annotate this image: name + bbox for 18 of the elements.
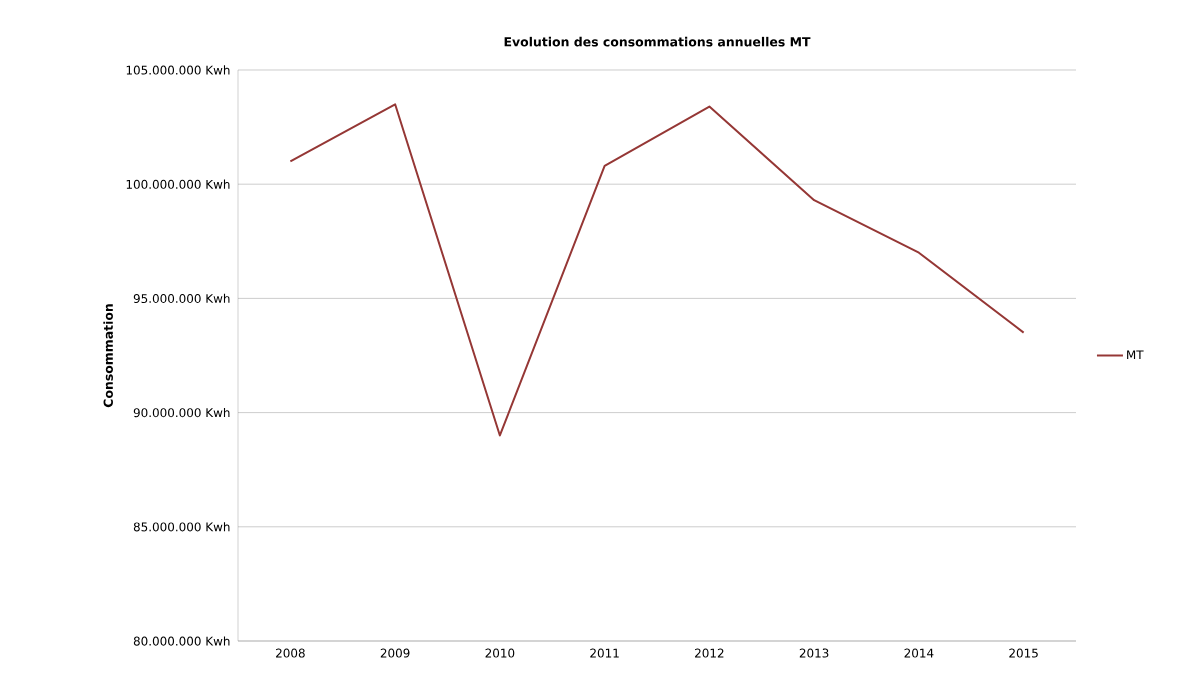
y-tick-label: 85.000.000 Kwh — [133, 522, 230, 532]
line-series — [289, 103, 1025, 437]
x-tick-label: 2009 — [380, 648, 410, 658]
x-tick-label: 2008 — [276, 648, 305, 658]
y-axis-title: Consommation — [103, 304, 113, 408]
x-tick-label: 2011 — [590, 648, 619, 658]
x-tick-label: 2012 — [695, 648, 724, 658]
y-tick-label: 100.000.000 Kwh — [126, 179, 230, 189]
y-tick-label: 90.000.000 Kwh — [133, 407, 230, 418]
y-tick-label: 105.000.000 Kwh — [126, 65, 230, 75]
y-tick-label: 95.000.000 Kwh — [133, 293, 230, 304]
y-tick-label: 80.000.000 Kwh — [133, 636, 230, 646]
legend-label: MT — [1127, 350, 1144, 360]
chart-title: Evolution des consommations annuelles MT — [504, 36, 811, 47]
x-tick-label: 2013 — [799, 648, 829, 658]
x-tick-label: 2014 — [904, 648, 934, 658]
x-tick-label: 2010 — [485, 648, 515, 658]
x-tick-label: 2015 — [1009, 648, 1038, 658]
